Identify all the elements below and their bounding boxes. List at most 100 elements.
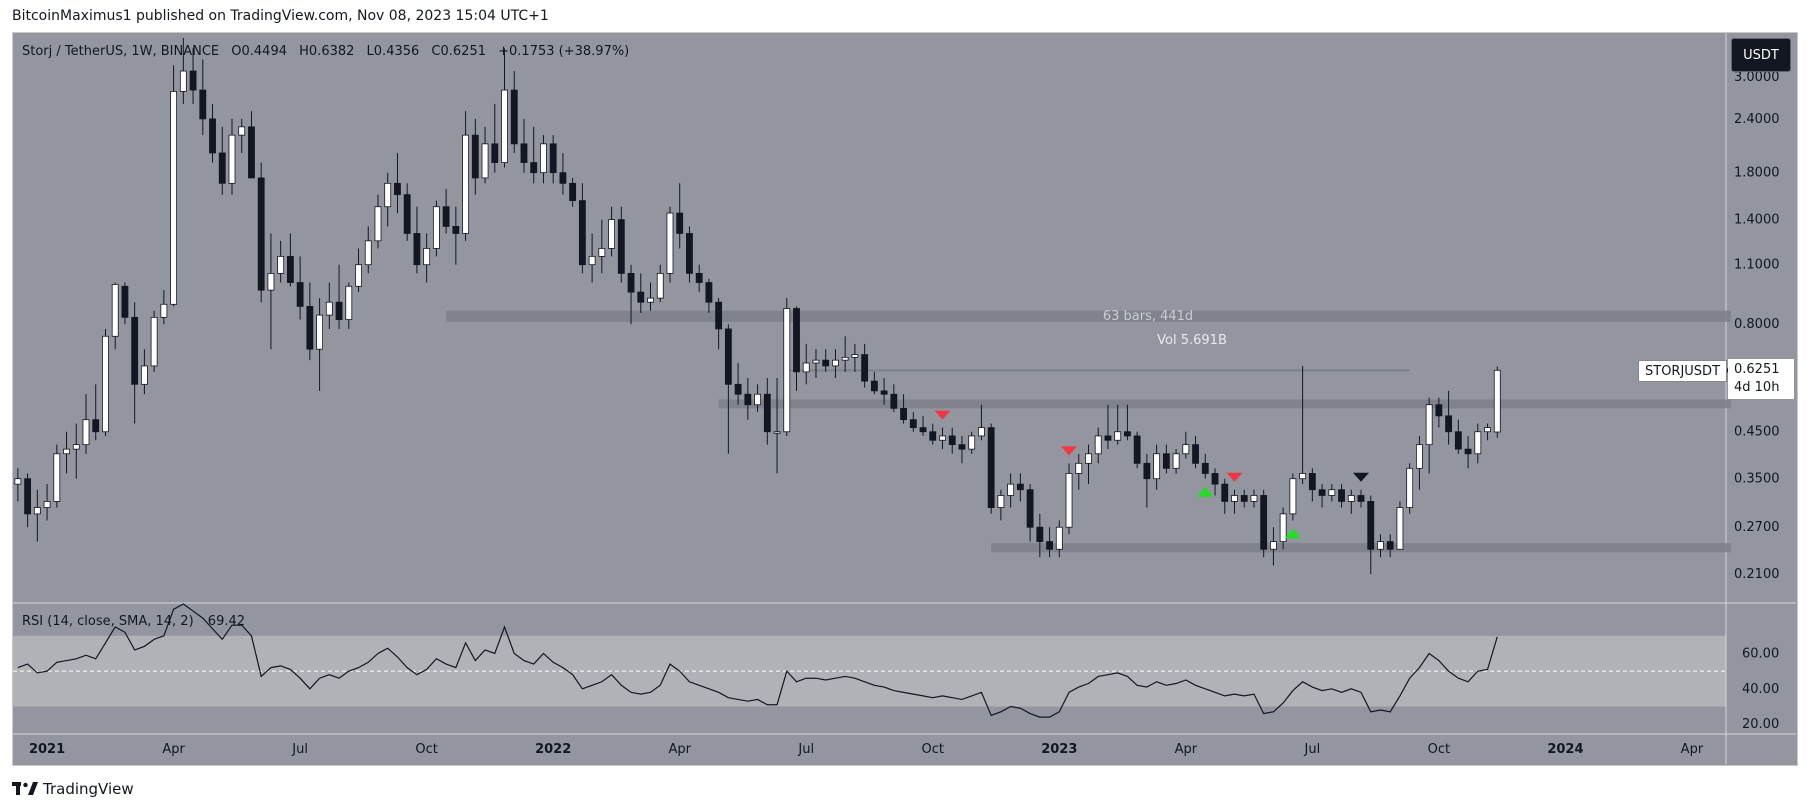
candle-body-bear [617, 219, 625, 274]
candle [890, 384, 898, 413]
candle [1367, 495, 1375, 575]
candle [160, 290, 168, 325]
candle [1231, 489, 1238, 514]
red-arrow-marker [934, 410, 951, 420]
candle-body-bear [744, 393, 752, 406]
candle [14, 468, 22, 502]
candle-body-bull [540, 143, 547, 174]
candle-body-bull [1075, 462, 1083, 474]
candle-body-bear [92, 419, 100, 433]
candle [812, 349, 820, 378]
candle-body-bear [491, 143, 499, 163]
tradingview-brand[interactable]: TradingView [12, 780, 134, 798]
candle [491, 103, 499, 173]
candle [394, 152, 401, 214]
candle-body-bull [355, 264, 362, 287]
candle [1192, 435, 1199, 469]
candle-body-bear [1260, 495, 1268, 550]
rsi-axis-tick: 40.00 [1742, 682, 1779, 697]
legend-close: C0.6251 [431, 44, 486, 59]
candle-body-bull [150, 316, 158, 367]
candle-body-bull [316, 314, 324, 350]
candle-body-bear [471, 134, 479, 179]
candle-body-bull [53, 453, 61, 502]
candle [257, 162, 265, 303]
candle [549, 135, 557, 184]
candle [1357, 489, 1365, 508]
candle [248, 111, 255, 179]
candle [24, 473, 32, 528]
red-arrow-marker [1061, 446, 1078, 456]
candle [189, 48, 197, 104]
candle-body-bear [403, 194, 411, 234]
candle-body-bull [1396, 507, 1404, 550]
candle-body-bear [218, 152, 226, 184]
candle [510, 71, 518, 153]
candle [802, 343, 810, 385]
candle [520, 118, 528, 173]
candle-body-bull [783, 308, 791, 433]
candle [578, 183, 586, 274]
candle-body-bull [102, 335, 109, 433]
candle-body-bear [715, 301, 723, 330]
candle [919, 415, 927, 436]
currency-button[interactable]: USDT [1731, 38, 1791, 72]
candle [763, 377, 771, 445]
rsi-label[interactable]: RSI (14, close, SMA, 14, 2) [22, 614, 194, 629]
candle [306, 282, 314, 361]
candle [1308, 468, 1316, 502]
legend-pair[interactable]: Storj / TetherUS, 1W, BINANCE [22, 44, 220, 59]
candle-body-bear [861, 354, 869, 382]
candle [1065, 463, 1073, 535]
candle [1133, 431, 1141, 469]
candle-body-bear [948, 435, 956, 446]
candle-body-bear [1201, 462, 1209, 474]
candle [403, 183, 411, 241]
time-axis-tick: Oct [922, 742, 944, 757]
legend-open: O0.4494 [231, 44, 287, 59]
candle-body-bull [1415, 444, 1423, 469]
tradingview-logo-icon [12, 782, 38, 795]
candle [277, 240, 285, 283]
candle [647, 282, 654, 311]
candle [92, 384, 100, 441]
candle [374, 194, 382, 249]
candle [841, 336, 849, 372]
candle [325, 282, 333, 329]
volume-label: Vol 5.691B [1157, 333, 1227, 348]
candle-body-bear [549, 143, 557, 174]
candle [1484, 423, 1491, 441]
rsi-line [17, 603, 1498, 718]
candle [423, 233, 431, 283]
legend-change: +0.1753 (+38.97%) [498, 44, 630, 59]
candle-body-bear [870, 380, 878, 392]
candle-body-bear [1338, 489, 1345, 502]
candle [1114, 404, 1122, 445]
candle-body-bull [228, 134, 236, 184]
candle-body-bull [82, 419, 90, 446]
candle [695, 264, 703, 293]
candle-body-bear [394, 182, 401, 196]
candle-body-bull [267, 272, 275, 291]
candle-body-bull [1299, 473, 1307, 480]
candle [452, 206, 460, 265]
candle-body-bear [257, 177, 265, 291]
candle-body-bear [1367, 500, 1375, 550]
candle-body-bear [559, 172, 567, 184]
candle [1464, 435, 1472, 469]
candle-body-bull [598, 248, 606, 257]
candle-body-bull [656, 272, 664, 299]
candle [72, 423, 80, 479]
candle-body-bull [647, 297, 654, 303]
candle-body-bear [335, 301, 343, 320]
candle [559, 152, 567, 195]
candle [1445, 390, 1453, 445]
candle-body-bull [1347, 495, 1355, 502]
candle-body-bull [423, 248, 431, 266]
candle-body-bull [325, 301, 333, 316]
time-axis-tick: 2024 [1547, 742, 1583, 757]
candle-body-bear [686, 233, 693, 274]
candle-body-bear [131, 316, 139, 385]
support-resistance-zone [446, 310, 1731, 322]
